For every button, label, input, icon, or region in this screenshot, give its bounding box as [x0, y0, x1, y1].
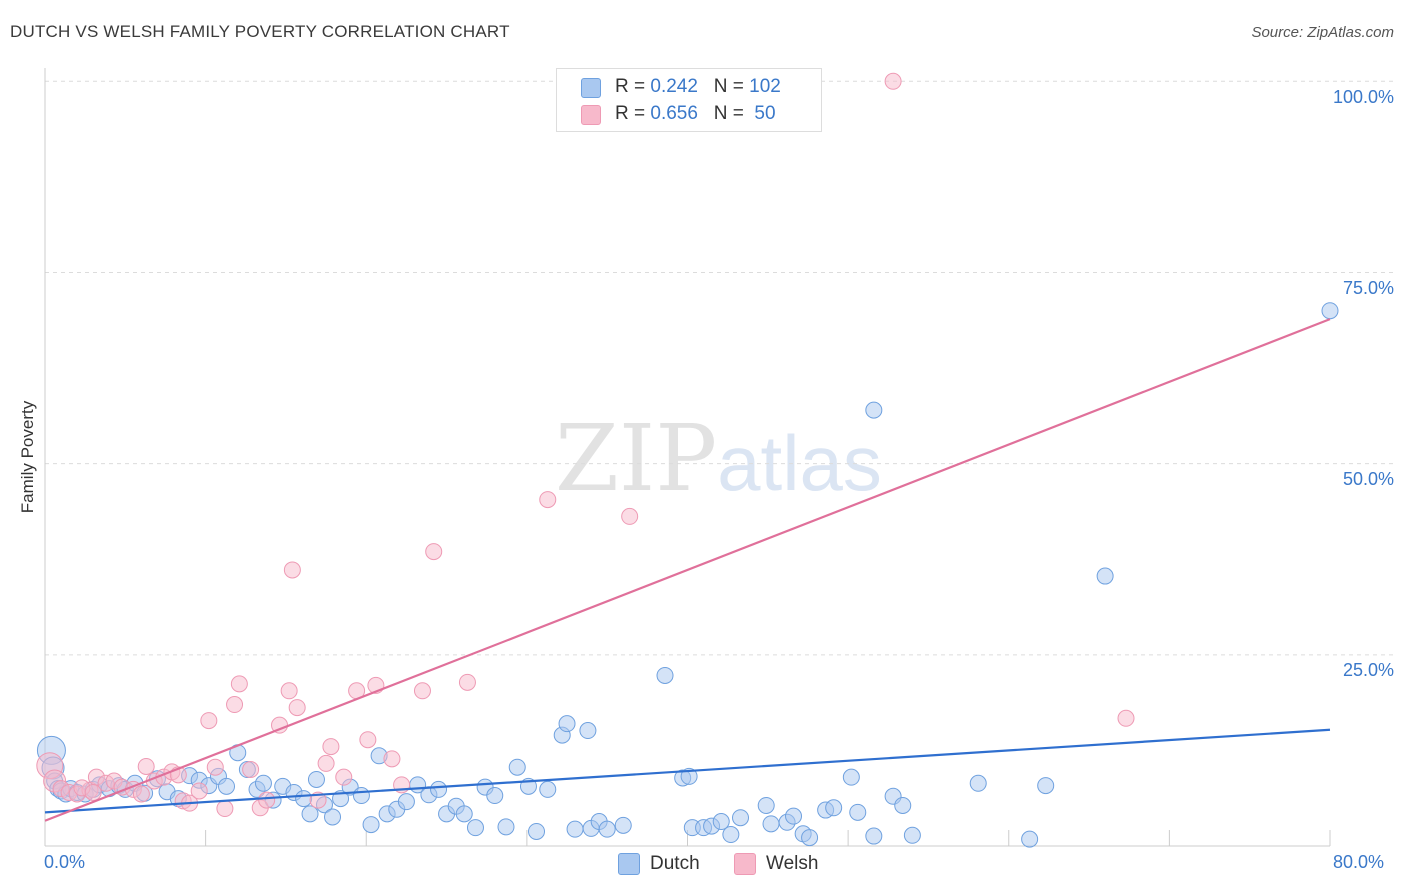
point-dutch	[455, 805, 473, 823]
trend-line-welsh	[44, 318, 1331, 822]
point-dutch	[466, 819, 484, 837]
y-axis-label: Family Poverty	[18, 400, 37, 514]
bottom-legend-label-dutch: Dutch	[650, 853, 700, 874]
x-tick-label-max: 80.0%	[1333, 852, 1385, 872]
point-dutch	[307, 770, 325, 788]
bottom-legend-swatch-welsh	[734, 853, 756, 875]
point-welsh	[137, 757, 155, 775]
y-tick-label-25: 25.0%	[1342, 660, 1394, 680]
point-dutch	[352, 787, 370, 805]
point-welsh	[413, 682, 431, 700]
bottom-legend-label-welsh: Welsh	[766, 853, 819, 874]
point-dutch	[801, 829, 819, 847]
point-dutch	[849, 803, 867, 821]
point-welsh	[84, 783, 102, 801]
point-dutch	[722, 826, 740, 844]
point-welsh	[230, 675, 248, 693]
point-welsh	[425, 543, 443, 561]
point-welsh	[1117, 709, 1135, 727]
point-dutch	[598, 820, 616, 838]
point-welsh	[317, 754, 335, 772]
point-dutch	[712, 813, 730, 831]
y-tick-label-75: 75.0%	[1342, 278, 1394, 298]
point-dutch	[508, 758, 526, 776]
point-welsh	[200, 712, 218, 730]
point-welsh	[190, 782, 208, 800]
point-dutch	[528, 822, 546, 840]
legend-text-dutch: R = 0.242 N = 102	[615, 76, 781, 97]
point-dutch	[1021, 830, 1039, 848]
point-welsh	[283, 561, 301, 579]
point-dutch	[1096, 567, 1114, 585]
point-welsh	[458, 673, 476, 691]
point-welsh	[216, 800, 234, 818]
point-welsh	[621, 507, 639, 525]
legend: R = 0.242 N = 102 R = 0.656 N = 50	[556, 68, 822, 132]
trend-line-dutch	[44, 728, 1331, 814]
point-dutch	[539, 780, 557, 798]
point-dutch	[566, 820, 584, 838]
point-dutch	[397, 793, 415, 811]
point-dutch	[1321, 302, 1339, 320]
y-tick-label-100: 100.0%	[1332, 87, 1394, 107]
point-welsh	[383, 750, 401, 768]
point-dutch	[680, 767, 698, 785]
point-dutch	[785, 807, 803, 825]
point-dutch	[430, 780, 448, 798]
point-dutch	[865, 401, 883, 419]
point-welsh	[132, 785, 150, 803]
point-dutch	[732, 809, 750, 827]
point-dutch	[254, 774, 272, 792]
point-dutch	[362, 816, 380, 834]
source-label: Source: ZipAtlas.com	[1251, 24, 1394, 41]
point-dutch	[656, 666, 674, 684]
point-dutch	[757, 796, 775, 814]
point-dutch	[324, 808, 342, 826]
y-tick-label-50: 50.0%	[1342, 469, 1394, 489]
point-welsh	[206, 758, 224, 776]
point-welsh	[884, 72, 902, 90]
chart-title: DUTCH VS WELSH FAMILY POVERTY CORRELATIO…	[10, 22, 510, 41]
point-welsh	[242, 761, 260, 779]
legend-swatch-welsh	[581, 105, 601, 125]
point-welsh	[288, 699, 306, 717]
point-dutch	[579, 722, 597, 740]
point-welsh	[539, 491, 557, 509]
point-welsh	[322, 738, 340, 756]
point-welsh	[280, 682, 298, 700]
point-dutch	[903, 826, 921, 844]
point-dutch	[969, 774, 987, 792]
point-dutch	[295, 790, 313, 808]
point-dutch	[1037, 777, 1055, 795]
legend-row-welsh: R = 0.656 N = 50	[581, 102, 821, 126]
point-dutch	[842, 768, 860, 786]
point-dutch	[762, 815, 780, 833]
point-dutch	[301, 805, 319, 823]
point-dutch	[558, 715, 576, 733]
point-welsh	[359, 731, 377, 749]
point-dutch	[497, 818, 515, 836]
x-tick-label-min: 0.0%	[44, 852, 86, 872]
bottom-legend-swatch-dutch	[618, 853, 640, 875]
legend-swatch-dutch	[581, 78, 601, 98]
point-welsh	[258, 791, 276, 809]
point-dutch	[614, 816, 632, 834]
legend-row-dutch: R = 0.242 N = 102	[581, 75, 821, 99]
point-dutch	[825, 799, 843, 817]
point-welsh	[226, 696, 244, 714]
point-dutch	[486, 787, 504, 805]
point-dutch	[218, 777, 236, 795]
point-welsh	[335, 768, 353, 786]
point-dutch	[865, 827, 883, 845]
legend-text-welsh: R = 0.656 N = 50	[615, 103, 776, 124]
point-dutch	[894, 796, 912, 814]
